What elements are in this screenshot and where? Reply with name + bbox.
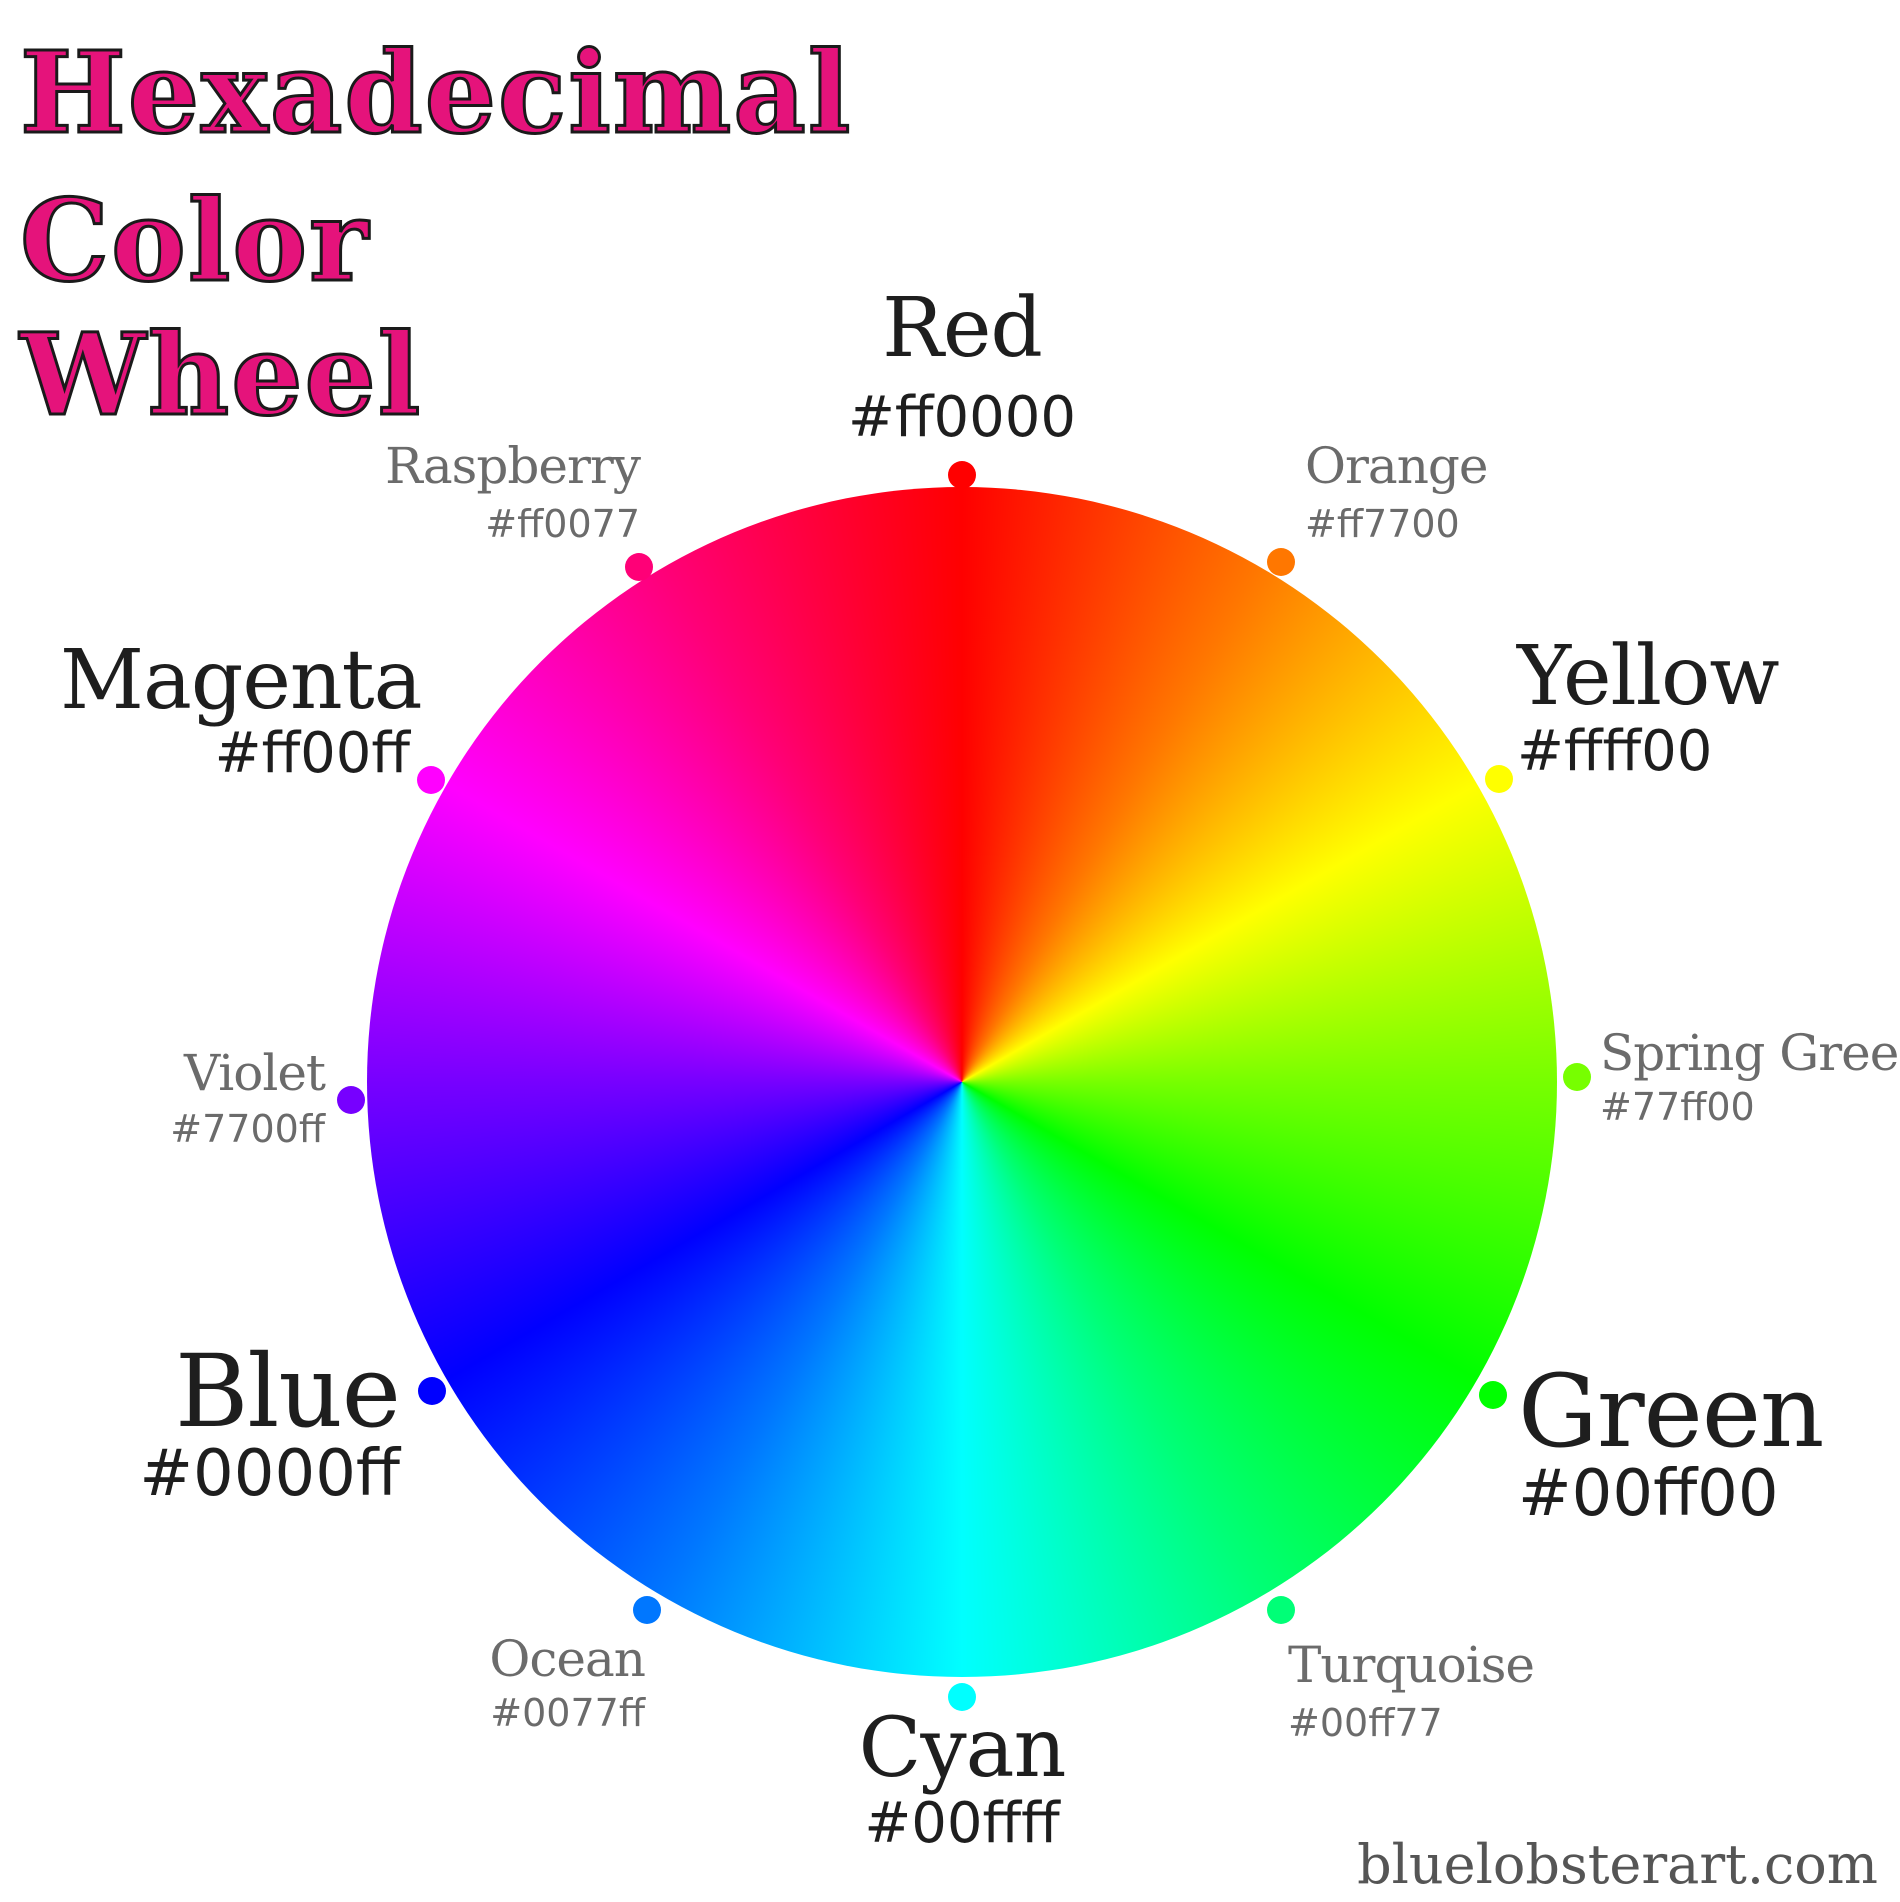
label-red-name: Red (882, 281, 1043, 376)
label-cyan-hex: #00ffff (864, 1791, 1060, 1856)
label-raspberry-name: Raspberry (385, 437, 641, 495)
dot-yellow (1485, 765, 1513, 793)
title-line-1: Hexadecimal (18, 28, 853, 159)
dot-magenta (417, 766, 445, 794)
label-spring-green-hex: #77ff00 (1600, 1085, 1755, 1129)
label-raspberry-hex: #ff0077 (485, 502, 640, 546)
dot-spring-green (1563, 1063, 1591, 1091)
dot-green (1479, 1381, 1507, 1409)
label-blue-name: Blue (174, 1333, 401, 1450)
label-magenta-hex: #ff00ff (214, 721, 410, 786)
dot-cyan (948, 1683, 976, 1711)
color-wheel (367, 487, 1557, 1677)
label-green-name: Green (1518, 1353, 1824, 1470)
dot-ocean (633, 1596, 661, 1624)
site-credit: bluelobsterart.com (1357, 1833, 1878, 1896)
label-orange-hex: #ff7700 (1305, 502, 1460, 546)
dot-raspberry (625, 553, 653, 581)
label-yellow-name: Yellow (1517, 629, 1780, 724)
dot-red (948, 461, 976, 489)
label-yellow-hex: #ffff00 (1517, 719, 1713, 784)
label-ocean-hex: #0077ff (490, 1691, 645, 1735)
label-magenta-name: Magenta (60, 633, 423, 728)
label-green-hex: #00ff00 (1518, 1457, 1779, 1531)
dot-violet (337, 1086, 365, 1114)
label-blue-hex: #0000ff (139, 1437, 400, 1511)
label-spring-green-name: Spring Green (1600, 1024, 1900, 1082)
dot-turquoise (1267, 1596, 1295, 1624)
title-line-2: Color (18, 176, 371, 307)
dot-orange (1267, 548, 1295, 576)
label-orange-name: Orange (1305, 437, 1489, 495)
dot-blue (418, 1377, 446, 1405)
label-violet-name: Violet (184, 1044, 326, 1102)
title-line-3: Wheel (18, 310, 423, 441)
label-turquoise-name: Turquoise (1288, 1636, 1535, 1694)
label-red-hex: #ff0000 (847, 385, 1077, 450)
label-cyan-name: Cyan (858, 1701, 1067, 1796)
label-turquoise-hex: #00ff77 (1288, 1701, 1443, 1745)
label-violet-hex: #7700ff (170, 1107, 325, 1151)
label-ocean-name: Ocean (489, 1630, 646, 1688)
